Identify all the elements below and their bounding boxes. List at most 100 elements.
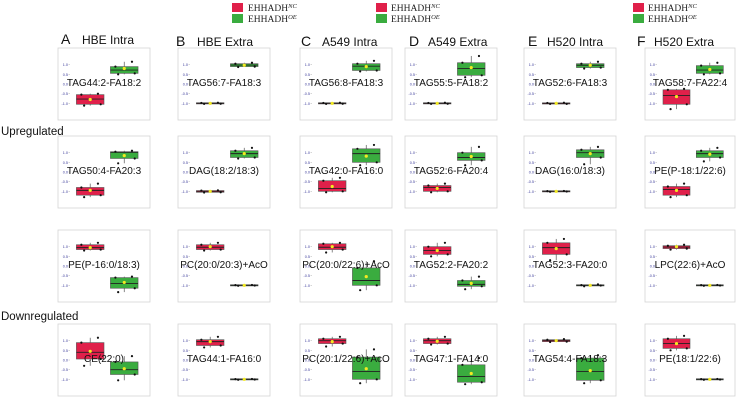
- y-tick-label: 1.0: [529, 151, 534, 155]
- lipid-label: TAG58:7-FA22:4: [653, 78, 728, 89]
- y-tick-label: -0.5: [527, 180, 534, 184]
- y-tick-label: 1.0: [183, 151, 188, 155]
- sample-point: [96, 92, 100, 95]
- panel-c-4: 1.0 0.5 0.0 -0.5 -1.0 PC(20:1/22:6)+AcO: [299, 323, 393, 397]
- box-nc: [542, 189, 571, 193]
- sample-point: [99, 357, 102, 361]
- y-tick-label: 0.5: [63, 255, 68, 259]
- y-tick-label: 1.0: [529, 245, 534, 249]
- panel-d-2: 1.0 0.5 0.0 -0.5 -1.0 TAG52:6-FA20:4: [404, 135, 498, 209]
- lipid-label: PE(P-18:1/22:6): [654, 166, 726, 177]
- panel-frame: [404, 323, 498, 397]
- y-tick-label: 1.0: [305, 245, 310, 249]
- y-tick-label: -1.0: [648, 190, 655, 194]
- sample-point: [430, 191, 433, 194]
- y-tick-label: 0.0: [183, 359, 188, 363]
- y-tick-label: 1.0: [183, 63, 188, 67]
- mean-point: [708, 283, 712, 287]
- sample-point: [549, 340, 552, 344]
- sample-point: [480, 285, 483, 288]
- y-tick-label: -1.0: [181, 284, 188, 288]
- mean-point: [469, 371, 473, 376]
- box-oe: [352, 143, 381, 167]
- legend-2: EHHADHNC EHHADHOE: [376, 3, 440, 25]
- y-tick-label: 0.0: [183, 171, 188, 175]
- sample-point: [583, 285, 586, 288]
- panel-e-4: 1.0 0.5 0.0 -0.5 -1.0 TAG54:4-FA18:3: [523, 323, 617, 397]
- sample-point: [234, 62, 237, 65]
- y-tick-label: 0.0: [63, 265, 68, 269]
- panel-f-3: 1.0 0.5 0.0 -0.5 -1.0 LPC(22:6)+AcO: [644, 229, 736, 303]
- box-oe: [110, 149, 139, 165]
- panel-d-4: 1.0 0.5 0.0 -0.5 -1.0 TAG47:1-FA14:0: [404, 323, 498, 397]
- sample-point: [716, 283, 719, 287]
- sample-point: [200, 243, 203, 246]
- box-oe: [576, 145, 605, 166]
- y-tick-label: 0.5: [305, 349, 310, 353]
- lipid-label: TAG42:0-FA16:0: [309, 166, 384, 177]
- mean-point: [88, 246, 92, 250]
- sample-point: [83, 104, 86, 107]
- sample-point: [702, 160, 705, 163]
- sample-point: [599, 66, 602, 69]
- mean-point: [554, 101, 558, 105]
- legend-label-oe: EHHADHOE: [248, 14, 297, 25]
- panel-f-2: 1.0 0.5 0.0 -0.5 -1.0 PE(P-18:1/22:6): [644, 135, 736, 209]
- sample-point: [546, 241, 549, 244]
- sample-point: [133, 287, 136, 290]
- sample-point: [427, 101, 430, 105]
- panel-frame: [299, 47, 393, 121]
- mean-point: [588, 283, 592, 287]
- y-tick-label: 0.5: [529, 255, 534, 259]
- sample-point: [80, 93, 83, 96]
- mean-point: [708, 152, 712, 156]
- panel-frame: [404, 229, 498, 303]
- mean-point: [674, 94, 679, 99]
- y-tick-label: -1.0: [61, 284, 68, 288]
- sample-point: [359, 289, 362, 292]
- box-nc: [423, 101, 452, 106]
- sample-point: [234, 149, 237, 152]
- sample-point: [669, 196, 672, 199]
- y-tick-label: 1.0: [183, 339, 188, 343]
- box-oe: [695, 283, 724, 287]
- y-tick-label: 0.5: [410, 255, 415, 259]
- lipid-label: LPC(22:6)+AcO: [655, 260, 726, 271]
- panel-frame: [57, 47, 151, 121]
- panel-frame: [644, 229, 736, 303]
- lipid-label: PC(20:0/22:6)+AcO: [302, 260, 390, 271]
- panel-frame: [299, 135, 393, 209]
- lipid-label: TAG50:4-FA20:3: [67, 166, 142, 177]
- y-tick-label: 0.5: [529, 161, 534, 165]
- sample-point: [375, 378, 378, 381]
- lipid-label: TAG44:2-FA18:2: [67, 78, 142, 89]
- mean-point: [364, 367, 368, 371]
- box-oe: [576, 283, 605, 288]
- mean-point: [364, 65, 368, 69]
- lipid-label: TAG52:6-FA18:3: [533, 78, 608, 89]
- sample-point: [372, 143, 376, 147]
- y-tick-label: -1.0: [527, 102, 534, 106]
- sample-point: [356, 356, 359, 359]
- y-tick-label: 0.0: [183, 83, 188, 87]
- y-tick-label: 0.0: [305, 83, 310, 87]
- legend-swatch-oe: [232, 14, 243, 23]
- panel-e-3: 1.0 0.5 0.0 -0.5 -1.0 TAG52:3-FA20:0: [523, 229, 617, 303]
- lipid-label: DAG(16:0/18:3): [535, 166, 605, 177]
- box-oe: [352, 260, 381, 292]
- y-tick-label: 0.5: [305, 255, 310, 259]
- sample-point: [682, 334, 686, 337]
- legend-swatch-oe: [376, 14, 387, 23]
- panel-frame: [177, 323, 271, 397]
- panel-frame: [177, 229, 271, 303]
- y-tick-label: 0.5: [650, 255, 655, 259]
- lipid-label: TAG47:1-FA14:0: [414, 354, 489, 365]
- sample-point: [669, 248, 672, 251]
- sample-point: [80, 243, 83, 246]
- sample-point: [80, 186, 83, 189]
- y-tick-label: 0.5: [63, 73, 68, 77]
- y-tick-label: 1.0: [650, 63, 655, 67]
- y-tick-label: 0.5: [305, 161, 310, 165]
- y-tick-label: -1.0: [408, 284, 415, 288]
- sample-point: [338, 176, 342, 179]
